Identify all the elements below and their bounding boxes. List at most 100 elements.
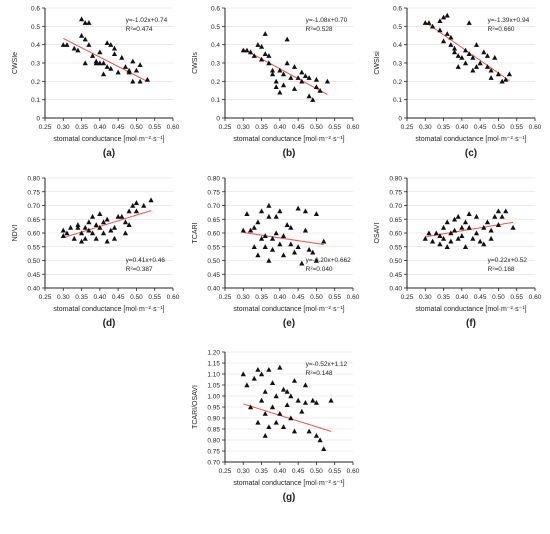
data-point bbox=[280, 386, 287, 392]
data-point bbox=[266, 53, 272, 58]
chart-panel-6: 0.40 0.45 0.50 0.55 0.60 0.65 0.70 0.75 0.80 0.25… bbox=[374, 176, 542, 330]
data-point bbox=[313, 257, 320, 263]
data-point bbox=[86, 42, 92, 47]
x-axis-label: stomatal conductance [mol·m⁻²·s⁻¹] bbox=[53, 136, 164, 143]
x-tick-label: 0.60 bbox=[167, 294, 180, 301]
data-point bbox=[437, 27, 443, 33]
data-point bbox=[78, 238, 85, 244]
x-tick-label: 0.55 bbox=[328, 124, 341, 131]
y-tick-label: 0.40 bbox=[389, 286, 402, 293]
data-point bbox=[258, 371, 265, 377]
data-point bbox=[130, 78, 136, 84]
data-point bbox=[284, 36, 290, 42]
data-point bbox=[451, 227, 458, 233]
data-point bbox=[313, 84, 320, 90]
data-point bbox=[75, 224, 81, 230]
x-tick-label: 0.30 bbox=[237, 124, 250, 131]
x-tick-label: 0.25 bbox=[219, 124, 232, 131]
y-tick-label: 0.6 bbox=[31, 6, 40, 13]
y-tick-label: 0.55 bbox=[207, 244, 220, 251]
data-point bbox=[82, 224, 88, 230]
data-point bbox=[104, 216, 110, 222]
y-tick-label: 0.45 bbox=[389, 272, 402, 279]
data-point bbox=[295, 397, 301, 403]
data-point bbox=[462, 244, 469, 249]
x-tick-label: 0.55 bbox=[328, 294, 341, 301]
data-point bbox=[466, 20, 472, 25]
r-squared-label: R²=0.474 bbox=[126, 26, 153, 33]
x-tick-label: 0.45 bbox=[292, 294, 305, 301]
data-point bbox=[459, 224, 465, 230]
data-point bbox=[108, 42, 114, 47]
data-point bbox=[306, 93, 312, 99]
data-point bbox=[310, 97, 316, 102]
data-point bbox=[495, 208, 502, 214]
data-point bbox=[473, 64, 480, 69]
data-point bbox=[122, 64, 129, 69]
data-point bbox=[100, 230, 107, 236]
data-point bbox=[262, 51, 268, 57]
data-point bbox=[422, 235, 428, 241]
x-tick-label: 0.25 bbox=[219, 468, 232, 475]
data-point bbox=[495, 222, 502, 227]
data-point bbox=[455, 235, 461, 241]
data-point bbox=[108, 227, 114, 233]
data-point bbox=[82, 235, 88, 241]
y-tick-label: 0.85 bbox=[207, 427, 220, 434]
x-axis-label: stomatal conductance [mol·m⁻²·s⁻¹] bbox=[415, 136, 526, 143]
data-point bbox=[448, 42, 454, 47]
y-tick-label: 0.3 bbox=[31, 61, 40, 68]
y-tick-label: 1.00 bbox=[207, 394, 220, 401]
data-point bbox=[258, 208, 265, 214]
data-point bbox=[481, 49, 487, 55]
data-point bbox=[122, 230, 129, 236]
data-point bbox=[451, 216, 458, 222]
data-point bbox=[280, 252, 287, 258]
data-point bbox=[100, 71, 107, 77]
data-point bbox=[255, 219, 261, 225]
data-point bbox=[64, 42, 70, 47]
data-point bbox=[86, 20, 92, 25]
data-point bbox=[280, 233, 287, 238]
data-point bbox=[82, 20, 88, 25]
data-point bbox=[133, 208, 140, 214]
data-point bbox=[266, 257, 272, 263]
data-point bbox=[284, 402, 290, 408]
y-tick-label: 0.40 bbox=[207, 286, 220, 293]
y-tick-label: 0.5 bbox=[211, 24, 220, 31]
data-point bbox=[484, 53, 491, 58]
data-point bbox=[466, 51, 472, 57]
data-point bbox=[75, 47, 81, 53]
regression-line bbox=[243, 48, 328, 96]
y-tick-label: 0.6 bbox=[393, 6, 402, 13]
data-point bbox=[262, 31, 268, 36]
y-tick-label: 0.60 bbox=[27, 231, 40, 238]
y-tick-label: 0.65 bbox=[389, 217, 402, 224]
x-tick-label: 0.45 bbox=[112, 124, 125, 131]
data-point bbox=[499, 78, 505, 84]
data-point bbox=[448, 230, 454, 236]
x-tick-label: 0.35 bbox=[437, 124, 450, 131]
data-point bbox=[430, 23, 436, 29]
data-point bbox=[266, 424, 272, 430]
data-point bbox=[262, 233, 268, 238]
x-tick-label: 0.60 bbox=[347, 294, 360, 301]
data-point bbox=[313, 211, 320, 216]
data-point bbox=[444, 31, 450, 36]
data-point bbox=[455, 64, 461, 69]
data-point bbox=[262, 244, 268, 249]
data-point bbox=[240, 47, 246, 53]
x-tick-label: 0.55 bbox=[510, 294, 523, 301]
regression-line bbox=[243, 403, 332, 432]
data-point bbox=[104, 40, 110, 46]
data-point bbox=[273, 213, 279, 219]
data-point bbox=[277, 241, 283, 247]
data-point bbox=[111, 224, 118, 230]
y-tick-label: 0.1 bbox=[31, 97, 40, 104]
data-point bbox=[137, 78, 143, 84]
x-tick-label: 0.55 bbox=[148, 294, 161, 301]
data-point bbox=[266, 213, 272, 219]
x-tick-label: 0.30 bbox=[237, 294, 250, 301]
data-point bbox=[291, 428, 298, 434]
x-tick-label: 0.60 bbox=[529, 124, 542, 131]
